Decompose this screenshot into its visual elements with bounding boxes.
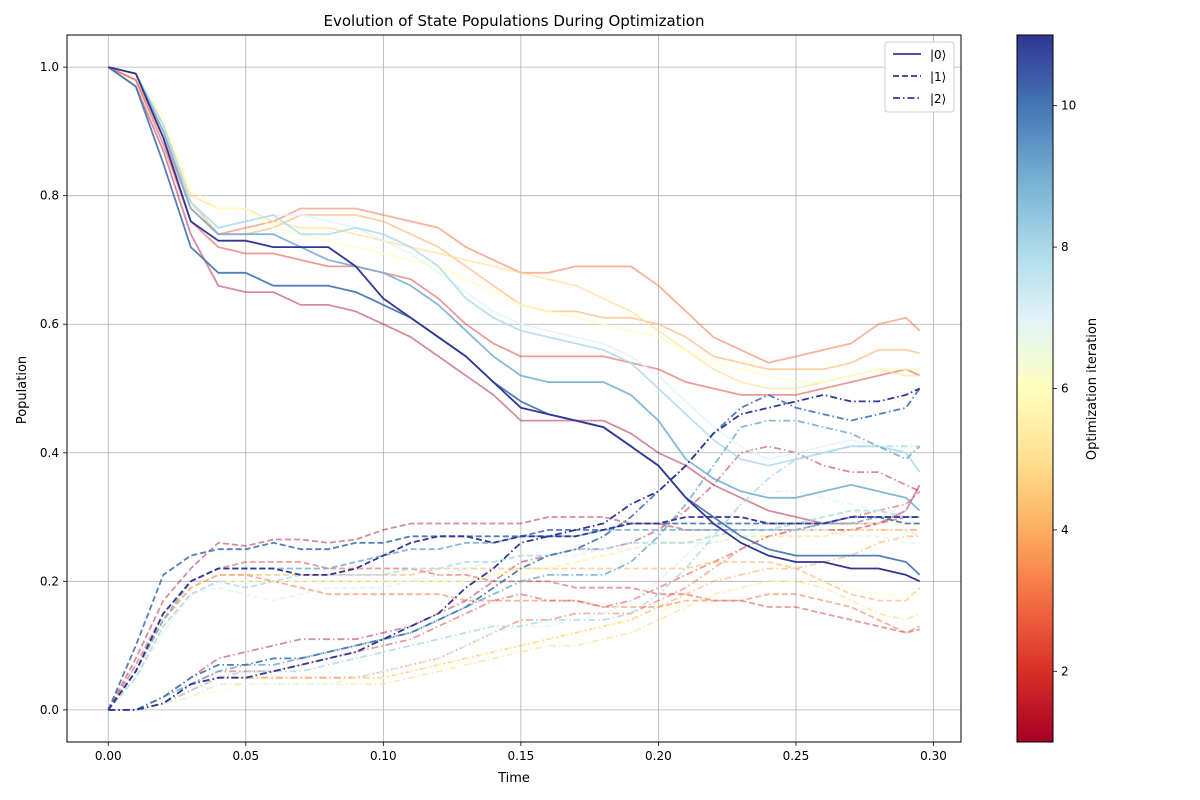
legend-label: |2⟩ bbox=[930, 92, 946, 106]
colorbar-gradient bbox=[1016, 34, 1054, 743]
series-line bbox=[108, 387, 921, 711]
series-line bbox=[107, 66, 921, 576]
legend-label: |0⟩ bbox=[930, 48, 946, 62]
series-line bbox=[107, 66, 921, 396]
y-tick-label: 1.0 bbox=[40, 60, 59, 74]
x-tick-label: 0.25 bbox=[783, 749, 810, 763]
series-line bbox=[107, 509, 920, 711]
x-tick-label: 0.05 bbox=[232, 749, 259, 763]
series-line bbox=[107, 66, 921, 364]
x-tick-label: 0.20 bbox=[645, 749, 672, 763]
x-tick-label: 0.30 bbox=[920, 749, 947, 763]
colorbar-ticks: 2 4 6 8 10 bbox=[1053, 99, 1076, 678]
colorbar-tick-label: 10 bbox=[1061, 99, 1076, 113]
y-tick-label: 0.4 bbox=[40, 446, 59, 460]
colorbar-tick-label: 8 bbox=[1061, 240, 1069, 254]
axis-ticks: 0.00 0.05 0.10 0.15 0.20 0.25 0.30 0.0 0.2 0.4 0.6… bbox=[40, 60, 947, 763]
series-line bbox=[108, 66, 920, 383]
y-tick-label: 0.0 bbox=[40, 703, 59, 717]
series-line bbox=[108, 445, 921, 711]
y-tick-label: 0.8 bbox=[40, 189, 59, 203]
series-line bbox=[107, 516, 920, 711]
colorbar: 2 4 6 8 10 Optimization iteration bbox=[1016, 34, 1100, 743]
y-tick-label: 0.6 bbox=[40, 317, 59, 331]
series-line bbox=[108, 535, 920, 711]
series-line bbox=[107, 574, 921, 711]
legend: |0⟩ |1⟩ |2⟩ bbox=[884, 41, 955, 113]
colorbar-tick-label: 4 bbox=[1061, 523, 1069, 537]
series-line bbox=[107, 522, 920, 711]
series-line bbox=[108, 66, 921, 473]
series-line bbox=[108, 66, 921, 583]
chart-title: Evolution of State Populations During Op… bbox=[324, 12, 705, 30]
y-axis-label: Population bbox=[15, 356, 30, 424]
series-line bbox=[108, 387, 921, 711]
x-tick-label: 0.00 bbox=[95, 749, 122, 763]
series-line bbox=[107, 516, 920, 711]
y-tick-label: 0.2 bbox=[40, 574, 59, 588]
series-line bbox=[107, 66, 921, 525]
legend-label: |1⟩ bbox=[930, 70, 946, 84]
x-tick-label: 0.10 bbox=[370, 749, 397, 763]
series-line bbox=[108, 445, 920, 711]
series-line bbox=[108, 66, 920, 390]
colorbar-label: Optimization iteration bbox=[1085, 318, 1100, 460]
legend-box bbox=[884, 41, 955, 113]
series-line bbox=[107, 516, 920, 711]
plot-frame bbox=[66, 34, 962, 743]
colorbar-tick-label: 6 bbox=[1061, 382, 1069, 396]
series-line bbox=[108, 66, 921, 512]
series-group bbox=[107, 66, 921, 711]
x-axis-label: Time bbox=[497, 771, 530, 786]
series-line bbox=[108, 419, 921, 711]
series-line bbox=[107, 516, 920, 711]
colorbar-tick-label: 2 bbox=[1061, 664, 1069, 678]
x-tick-label: 0.15 bbox=[508, 749, 535, 763]
